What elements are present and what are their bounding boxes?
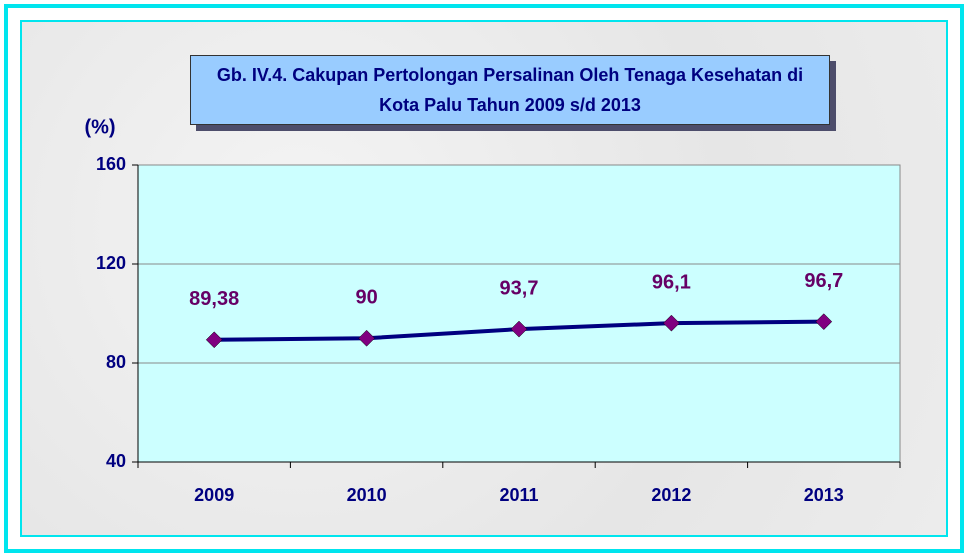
- marker: [510, 320, 528, 338]
- x-tick-label: 2010: [347, 485, 387, 505]
- data-label: 96,7: [804, 270, 843, 292]
- data-label: 89,38: [189, 288, 239, 310]
- marker: [358, 329, 375, 347]
- x-tick-label: 2009: [194, 485, 234, 505]
- plot-area: [137, 164, 901, 463]
- y-axis-label: (%): [84, 116, 115, 138]
- marker: [205, 331, 223, 349]
- data-label: 93,7: [500, 277, 539, 299]
- x-tick-label: 2011: [499, 485, 538, 505]
- y-tick-label: 40: [106, 451, 126, 471]
- y-tick-label: 120: [96, 253, 126, 273]
- marker: [663, 314, 680, 332]
- data-label: 90: [355, 287, 377, 309]
- x-tick-label: 2013: [804, 485, 844, 505]
- y-tick-label: 80: [106, 352, 126, 372]
- marker: [815, 313, 833, 331]
- chart-title: Gb. IV.4. Cakupan Pertolongan Persalinan…: [190, 55, 830, 125]
- data-label: 96,1: [652, 271, 691, 293]
- x-tick-label: 2012: [651, 485, 691, 505]
- y-tick-label: 160: [96, 154, 126, 174]
